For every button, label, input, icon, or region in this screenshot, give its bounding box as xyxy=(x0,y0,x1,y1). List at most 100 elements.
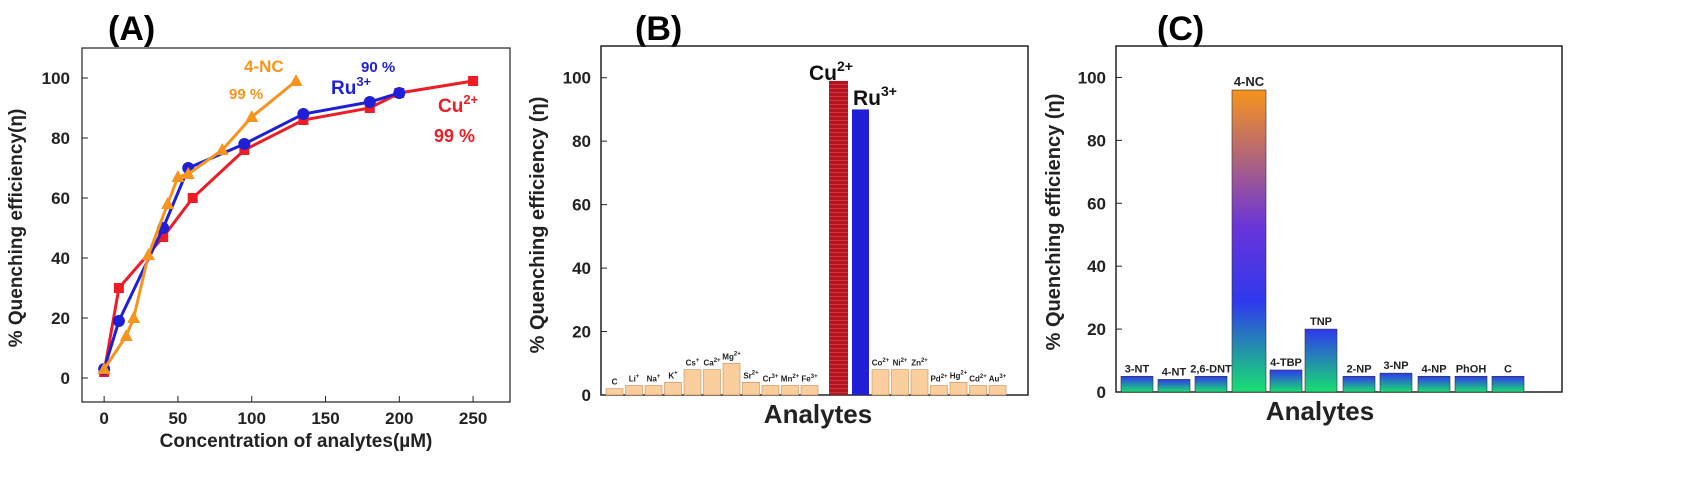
b-bar-label: Cr3+ xyxy=(763,374,779,384)
panel-c-bars: 3-NT 4-NT 2,6-DNT 4-NC 4-TBP TNP 2-NP 3-NP 4-NP P… xyxy=(1120,74,1525,393)
b-bar xyxy=(605,388,624,396)
c-ytick-label: 0 xyxy=(1097,383,1106,402)
panel-b-axes: 0 20 40 60 80 100 xyxy=(563,69,607,405)
a-point-square xyxy=(113,283,124,293)
c-bar xyxy=(1157,379,1191,393)
b-bar-label: Fe3+ xyxy=(801,374,818,384)
c-bar-label: 3-NT xyxy=(1125,363,1150,375)
b-ytick-label: 100 xyxy=(563,69,591,88)
a-series-line-2 xyxy=(102,79,297,370)
panel-a-label: (A) xyxy=(108,10,155,48)
b-bar xyxy=(742,382,760,396)
c-bar xyxy=(1379,372,1413,393)
annot-cu: Cu2+ xyxy=(438,92,479,117)
panel-a: 0 20 40 60 80 100 0 50 100 150 200 250 % Quenching … xyxy=(6,47,511,452)
b-bar-label: Hg2+ xyxy=(950,371,968,381)
c-ytick-label: 20 xyxy=(1087,320,1106,339)
c-bar xyxy=(1342,375,1376,393)
a-ytick-label: 80 xyxy=(51,129,70,148)
a-xtick-label: 50 xyxy=(168,409,187,428)
b-bar xyxy=(969,385,987,396)
a-point-triangle xyxy=(97,362,111,374)
b-bar-label: Pd2+ xyxy=(930,374,948,384)
c-bar xyxy=(1304,328,1338,393)
c-bar xyxy=(1231,89,1267,393)
a-point-triangle xyxy=(127,311,141,323)
a-point-circle xyxy=(363,96,376,108)
b-bar xyxy=(781,385,799,396)
panel-b-ru-label: Ru3+ xyxy=(853,83,897,110)
b-ytick-label: 60 xyxy=(572,196,591,215)
a-xtick-label: 200 xyxy=(385,409,413,428)
panel-b-bars: C Li+ Na+ K+ Cs+ Ca2+ Mg2+Sr2+ Cr3+ Mn2+ Fe3+ Co2+… xyxy=(605,80,1007,396)
b-bar xyxy=(664,382,682,396)
c-bar xyxy=(1194,375,1228,393)
c-ytick-label: 60 xyxy=(1087,194,1106,213)
b-bar-label: Zn2+ xyxy=(911,358,928,368)
a-ytick-label: 20 xyxy=(51,309,70,328)
c-bar-label: C xyxy=(1504,363,1512,375)
panel-b: 0 20 40 60 80 100 C Li+ Na+ K+ Cs+ Ca2+ Mg2+Sr2+ Cr3… xyxy=(527,45,1029,429)
b-bar-label: K+ xyxy=(668,371,678,381)
a-point-triangle xyxy=(161,197,175,209)
b-bar xyxy=(800,385,819,396)
b-bar xyxy=(910,369,929,396)
c-bar-label: 2,6-DNT xyxy=(1190,363,1232,375)
c-bar-label: 4-NP xyxy=(1421,363,1446,375)
a-ytick-label: 40 xyxy=(51,249,70,268)
a-point-triangle xyxy=(245,110,259,122)
a-point-circle xyxy=(112,315,125,327)
a-ytick-label: 100 xyxy=(42,69,70,88)
b-bar xyxy=(871,369,890,396)
panel-c-axes: 0 20 40 60 80 100 xyxy=(1078,68,1122,402)
a-point-circle xyxy=(238,138,251,150)
b-bar-label: Mn2+ xyxy=(781,374,800,384)
annot-cu-pct: 99 % xyxy=(434,126,475,146)
panel-c-frame xyxy=(1115,45,1563,393)
a-ytick-label: 0 xyxy=(61,369,70,388)
c-bar-label: TNP xyxy=(1310,316,1332,328)
b-bar-label: Au3+ xyxy=(989,374,1007,384)
a-xtick-label: 100 xyxy=(238,409,266,428)
a-xtick-label: 0 xyxy=(99,409,108,428)
b-bar-label: Ni2+ xyxy=(893,358,908,368)
c-bar xyxy=(1417,375,1451,393)
b-bar xyxy=(625,385,643,396)
a-xtick-label: 250 xyxy=(459,409,487,428)
a-xtick-label: 150 xyxy=(311,409,339,428)
c-bar xyxy=(1120,375,1154,393)
b-bar xyxy=(683,369,702,396)
b-bar-label: Li+ xyxy=(629,374,640,384)
a-point-square xyxy=(468,76,479,86)
annot-4nc: 4-NC xyxy=(244,57,284,76)
a-point-triangle xyxy=(119,329,133,341)
panel-a-ylabel: % Quenching efficiency(η) xyxy=(6,109,27,348)
panel-b-label: (B) xyxy=(635,10,682,48)
b-ytick-label: 40 xyxy=(572,259,591,278)
c-bar-label: PhOH xyxy=(1456,363,1487,375)
b-bar-label: C xyxy=(612,378,618,387)
b-bar xyxy=(761,385,780,396)
b-bar xyxy=(722,362,741,396)
panel-c: 0 20 40 60 80 100 3-NT 4-NT 2,6-DNT 4-NC 4-TBP TNP… xyxy=(1043,45,1563,426)
a-point-triangle xyxy=(181,167,195,179)
b-bar-label: Cs+ xyxy=(686,358,700,368)
a-ytick-label: 60 xyxy=(51,189,70,208)
c-bar xyxy=(1491,375,1525,393)
b-bar xyxy=(829,80,848,396)
panel-b-ylabel: % Quenching efficiency (η) xyxy=(527,97,549,354)
a-point-circle xyxy=(393,87,406,99)
a-point-circle xyxy=(297,108,310,120)
panel-a-frame xyxy=(81,47,511,403)
annot-4nc-pct: 99 % xyxy=(229,86,263,103)
b-bar xyxy=(988,385,1007,396)
c-bar-label: 3-NP xyxy=(1383,360,1408,372)
b-bar xyxy=(644,385,663,396)
b-bar xyxy=(852,109,869,396)
c-bar-label: 4-TBP xyxy=(1270,357,1302,369)
panel-c-ylabel: % Quenching efficiency (η) xyxy=(1043,94,1065,351)
c-bar-label: 4-NT xyxy=(1162,366,1187,378)
c-ytick-label: 100 xyxy=(1078,68,1106,87)
b-bar-label: Cd2+ xyxy=(969,374,987,384)
